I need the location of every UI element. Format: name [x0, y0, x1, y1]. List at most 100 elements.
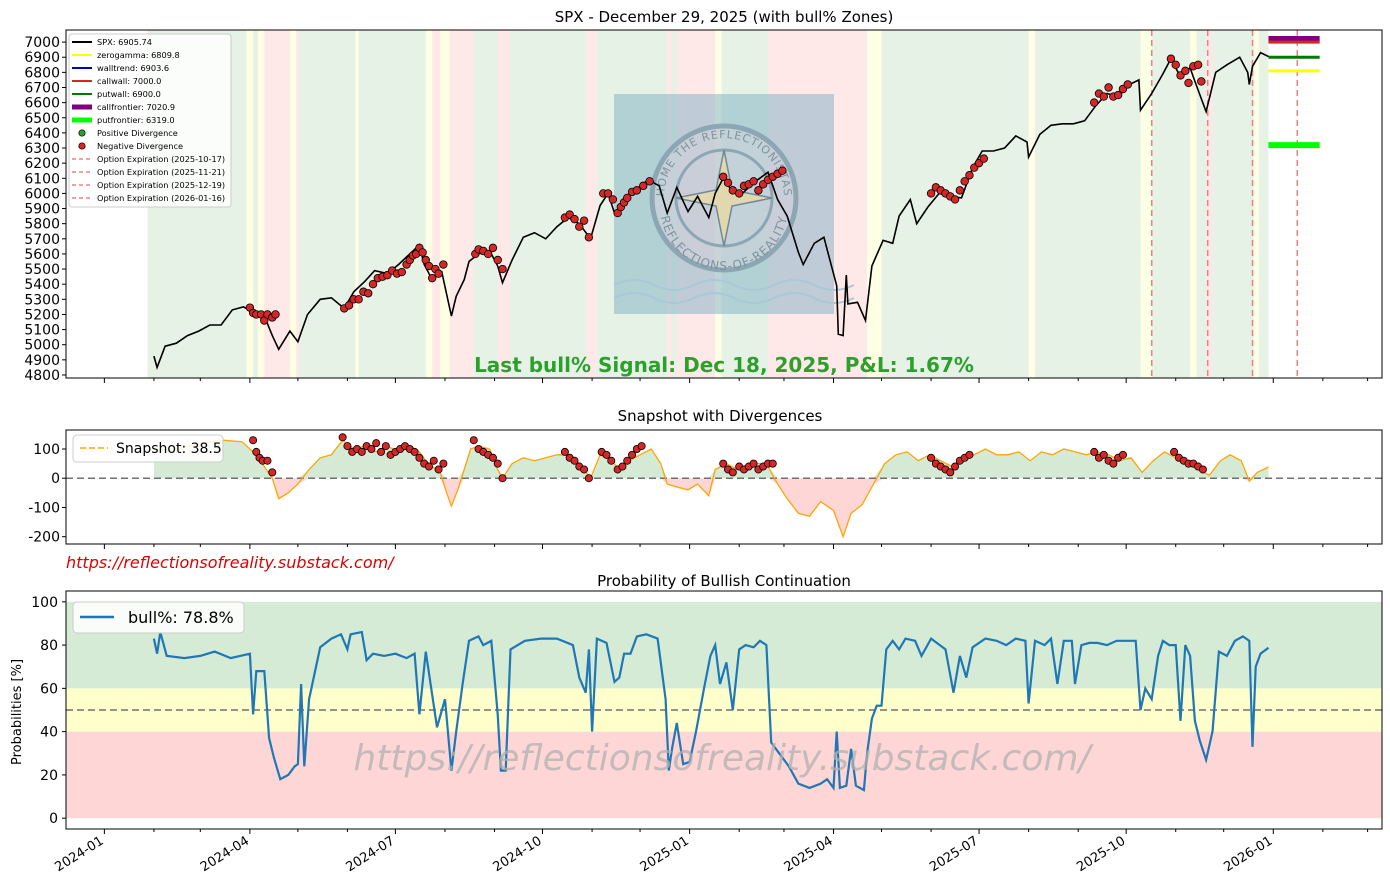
- y-tick-label: 5900: [24, 202, 60, 218]
- zone-yellow: [867, 30, 882, 378]
- x-axis-tick-marks: [103, 544, 1369, 549]
- snapshot-divergence-points: [249, 433, 1207, 483]
- y-axis-ticks: 0 20 40 60 80 100: [31, 595, 66, 827]
- legend-swatch: [78, 142, 86, 150]
- bull-probability-panel: https://reflectionsofreality.substack.co…: [10, 572, 1383, 876]
- legend-label: SPX: 6905.74: [97, 37, 152, 47]
- legend-label: Option Expiration (2026-01-16): [97, 193, 225, 203]
- y-tick-label: 60: [40, 681, 58, 697]
- negative-divergence-point: [429, 456, 438, 465]
- negative-divergence-point: [377, 447, 386, 456]
- y-tick-label: 5500: [24, 262, 60, 278]
- probability-bands: [66, 601, 1382, 819]
- negative-divergence-point: [372, 439, 381, 448]
- negative-divergence-point: [955, 186, 965, 195]
- negative-divergence-point: [343, 442, 352, 451]
- negative-divergence-point: [607, 456, 616, 465]
- negative-divergence-point: [410, 447, 419, 456]
- negative-divergence-point: [723, 178, 733, 188]
- y-tick-label: 5000: [24, 338, 60, 354]
- zone-yellow: [1190, 30, 1197, 378]
- y-tick-label: 80: [40, 638, 58, 654]
- zone-green: [473, 30, 498, 378]
- negative-divergence-point: [584, 233, 594, 242]
- zone-green: [881, 30, 1029, 378]
- negative-divergence-point: [570, 214, 579, 224]
- y-tick-label: 6000: [24, 186, 60, 202]
- expiration-lines: [1150, 30, 1299, 378]
- y-tick-label: 4900: [24, 353, 60, 369]
- y-tick-label: 100: [33, 442, 60, 458]
- negative-divergence-point: [632, 186, 642, 195]
- negative-divergence-point: [249, 436, 258, 445]
- negative-divergence-point: [367, 444, 376, 453]
- y-tick-label: -200: [28, 530, 60, 546]
- negative-divergence-point: [434, 465, 443, 474]
- negative-divergence-point: [580, 465, 589, 474]
- snapshot-title: Snapshot with Divergences: [618, 407, 823, 425]
- negative-divergence-point: [1099, 450, 1108, 459]
- negative-divergence-point: [979, 154, 989, 163]
- negative-divergence-point: [498, 264, 507, 274]
- legend-label: walltrend: 6903.6: [97, 63, 169, 73]
- legend-label: Option Expiration (2025-12-19): [97, 180, 225, 190]
- negative-divergence-point: [926, 189, 936, 198]
- negative-divergence-point: [719, 172, 728, 181]
- bull-title: Probability of Bullish Continuation: [597, 572, 851, 590]
- y-tick-label: 5800: [24, 217, 60, 233]
- zone-green: [1212, 30, 1255, 378]
- negative-divergence-point: [268, 468, 277, 477]
- y-tick-label: 6800: [24, 65, 60, 81]
- legend-label: Option Expiration (2025-11-21): [97, 167, 225, 177]
- negative-divergence-point: [1089, 98, 1099, 107]
- bull-frame: [65, 590, 1383, 830]
- x-tick-label: 2024-04: [198, 834, 252, 876]
- legend-label: Snapshot: 38.5: [116, 441, 222, 457]
- negative-divergence-point: [344, 301, 354, 310]
- positive-area: [153, 440, 1269, 479]
- zone-yellow: [1028, 30, 1036, 378]
- snapshot-area: [153, 440, 1269, 537]
- negative-divergence-point: [493, 255, 502, 265]
- negative-divergence-point: [728, 468, 737, 477]
- last-signal-annotation: Last bull% Signal: Dec 18, 2025, P&L: 1.…: [474, 353, 974, 377]
- x-tick-label: 2025-10: [1074, 834, 1128, 876]
- negative-divergence-point: [1181, 66, 1190, 76]
- negative-divergence-point: [575, 222, 584, 231]
- negative-divergence-point: [623, 193, 632, 203]
- legend-label: Negative Divergence: [97, 141, 183, 151]
- zone-green: [510, 30, 586, 378]
- negative-divergence-point: [1099, 92, 1108, 101]
- zone-yellow: [246, 30, 254, 378]
- negative-divergence-point: [1171, 60, 1180, 70]
- negative-divergence-point: [271, 310, 280, 319]
- snapshot-legend: Snapshot: 38.5: [72, 434, 224, 463]
- negative-divergence-point: [754, 186, 763, 195]
- legend-label: callwall: 7000.0: [97, 76, 161, 86]
- negative-divergence-point: [950, 195, 960, 204]
- zone-yellow: [440, 30, 450, 378]
- y-tick-label: 6900: [24, 50, 60, 66]
- band-red: [66, 731, 1382, 819]
- x-tick-label: 2025-04: [782, 834, 836, 876]
- x-tick-label: 2024-10: [491, 834, 545, 876]
- y-tick-label: 6200: [24, 156, 60, 172]
- negative-divergence-point: [628, 450, 637, 459]
- y-tick-label: 6500: [24, 111, 60, 127]
- wave-icon: [613, 279, 855, 291]
- negative-divergence-point: [1118, 450, 1127, 459]
- negative-divergence-point: [1197, 77, 1206, 86]
- x-tick-label: 2025-07: [927, 834, 981, 876]
- legend-label: callfrontier: 7020.9: [97, 102, 175, 112]
- negative-divergence-point: [439, 459, 448, 468]
- negative-divergence-point: [623, 456, 632, 465]
- negative-divergence-point: [424, 462, 433, 471]
- substack-url: https://reflectionsofreality.substack.co…: [66, 553, 395, 572]
- negative-divergence-point: [498, 474, 507, 483]
- negative-divergence-point: [415, 453, 424, 462]
- negative-divergence-point: [637, 442, 646, 451]
- negative-divergence-point: [603, 189, 613, 198]
- x-tick-label: 2025-01: [638, 834, 692, 876]
- negative-divergence-point: [469, 436, 478, 445]
- negative-divergence-point: [927, 453, 936, 462]
